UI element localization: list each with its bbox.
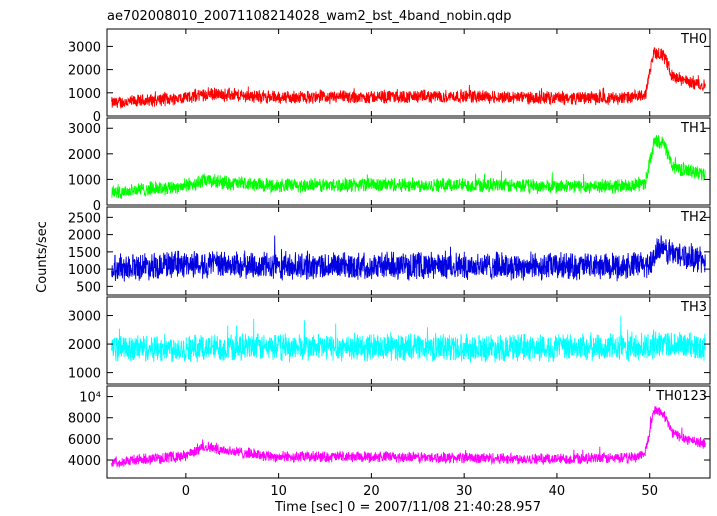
series-label: TH3 bbox=[680, 300, 707, 315]
y-tick-label: 1500 bbox=[68, 246, 101, 261]
x-axis-label: Time [sec] 0 = 2007/11/08 21:40:28.957 bbox=[274, 500, 541, 515]
x-tick-label: 20 bbox=[363, 484, 380, 499]
y-tick-label: 8000 bbox=[68, 412, 101, 427]
y-tick-label: 2000 bbox=[68, 64, 101, 79]
series-label: TH0123 bbox=[655, 389, 707, 404]
series-line-th0123 bbox=[111, 405, 706, 469]
panel-th0: 0 1000 2000 3000 TH0 bbox=[68, 28, 711, 125]
y-tick-label: 0 bbox=[93, 110, 101, 125]
series-line-th0 bbox=[111, 47, 706, 109]
series-line-th3 bbox=[111, 316, 706, 363]
panel-frame bbox=[106, 385, 711, 479]
panel-th2: 500 1000 1500 2000 2500 TH2 bbox=[68, 206, 711, 296]
panel-frame bbox=[106, 117, 711, 206]
x-tick-label: 50 bbox=[641, 484, 658, 499]
y-tick-label: 0 bbox=[93, 199, 101, 214]
y-tick-label: 3000 bbox=[68, 122, 101, 137]
y-tick-label: 3000 bbox=[68, 40, 101, 55]
panel-frame bbox=[106, 206, 711, 296]
y-tick-label: 2000 bbox=[68, 338, 101, 353]
x-tick-label: 40 bbox=[549, 484, 566, 499]
x-tick-label: 10 bbox=[270, 484, 287, 499]
series-label: TH2 bbox=[680, 210, 707, 225]
y-tick-label: 1000 bbox=[68, 87, 101, 102]
series-line-th2 bbox=[111, 235, 706, 282]
y-tick-label: 10⁴ bbox=[79, 391, 101, 406]
y-tick-label: 3000 bbox=[68, 310, 101, 325]
y-tick-label: 1000 bbox=[68, 367, 101, 382]
y-tick-label: 1000 bbox=[68, 173, 101, 188]
y-axis-label: Counts/sec bbox=[35, 221, 50, 293]
y-tick-label: 2000 bbox=[68, 229, 101, 244]
y-tick-label: 2500 bbox=[68, 211, 101, 226]
series-label: TH0 bbox=[680, 32, 707, 47]
panel-frame bbox=[106, 28, 711, 117]
y-tick-label: 1000 bbox=[68, 263, 101, 278]
y-tick-label: 2000 bbox=[68, 148, 101, 163]
series-line-th1 bbox=[111, 134, 706, 199]
chart-title: ae702008010_20071108214028_wam2_bst_4ban… bbox=[107, 9, 512, 24]
y-tick-label: 6000 bbox=[68, 433, 101, 448]
y-tick-label: 4000 bbox=[68, 454, 101, 469]
panel-frame bbox=[106, 296, 711, 385]
y-tick-label: 500 bbox=[76, 280, 101, 295]
panel-th0123: 4000 6000 8000 10⁴ TH0123 0 10 20 30 40 50 bbox=[68, 385, 711, 499]
x-tick-label: 0 bbox=[182, 484, 190, 499]
series-label: TH1 bbox=[680, 121, 707, 136]
x-tick-label: 30 bbox=[456, 484, 473, 499]
panel-th3: 1000 2000 3000 TH3 bbox=[68, 296, 711, 385]
panel-th1: 0 1000 2000 3000 TH1 bbox=[68, 117, 711, 214]
